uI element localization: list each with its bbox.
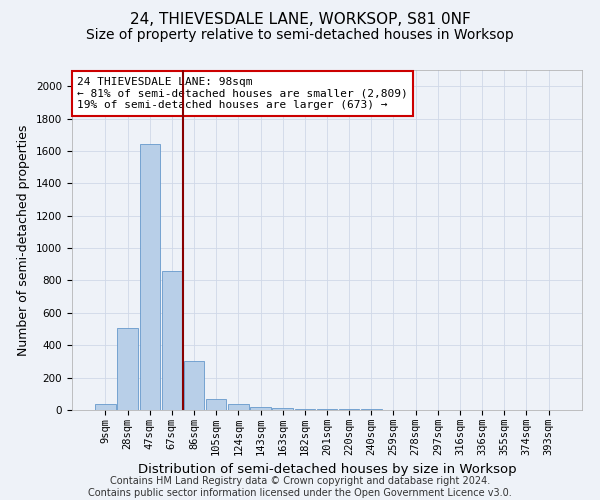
Bar <box>206 398 226 410</box>
Bar <box>295 408 315 410</box>
Bar <box>317 408 337 410</box>
Text: Size of property relative to semi-detached houses in Worksop: Size of property relative to semi-detach… <box>86 28 514 42</box>
Text: 24 THIEVESDALE LANE: 98sqm
← 81% of semi-detached houses are smaller (2,809)
19%: 24 THIEVESDALE LANE: 98sqm ← 81% of semi… <box>77 77 408 110</box>
Bar <box>95 404 116 410</box>
Bar <box>161 271 182 410</box>
Bar <box>140 144 160 410</box>
Bar <box>339 408 359 410</box>
Bar <box>184 362 204 410</box>
Text: Contains HM Land Registry data © Crown copyright and database right 2024.
Contai: Contains HM Land Registry data © Crown c… <box>88 476 512 498</box>
Text: 24, THIEVESDALE LANE, WORKSOP, S81 0NF: 24, THIEVESDALE LANE, WORKSOP, S81 0NF <box>130 12 470 28</box>
Bar <box>118 328 138 410</box>
Bar <box>272 408 293 410</box>
Bar <box>361 409 382 410</box>
Y-axis label: Number of semi-detached properties: Number of semi-detached properties <box>17 124 31 356</box>
Bar <box>228 404 248 410</box>
X-axis label: Distribution of semi-detached houses by size in Worksop: Distribution of semi-detached houses by … <box>137 464 517 476</box>
Bar <box>250 407 271 410</box>
